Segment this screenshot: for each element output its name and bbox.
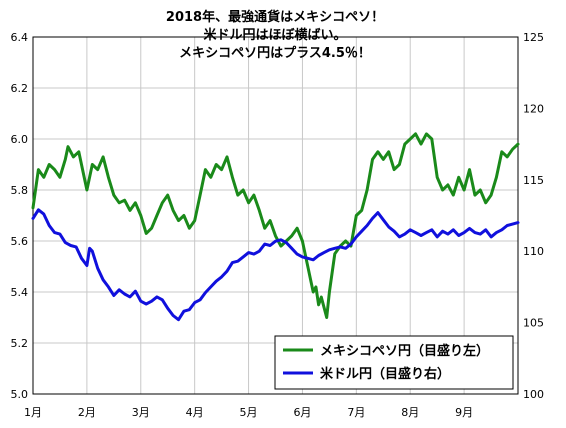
title-line: メキシコペソ円はプラス4.5％！ <box>179 46 371 61</box>
title-line: 米ドル円はほぼ横ばい。 <box>203 27 346 43</box>
series-line-0 <box>31 132 520 319</box>
x-tick-label: 6月 <box>293 406 311 419</box>
left-tick-label: 5.0 <box>11 388 29 401</box>
title-line: 2018年、最強通貨はメキシコペソ！ <box>166 9 384 25</box>
x-tick-label: 8月 <box>401 406 419 419</box>
left-axis-ticks: 5.0 5.2 5.4 5.6 5.8 6.0 6.2 6.4 <box>11 31 29 401</box>
left-tick-label: 5.6 <box>11 235 29 248</box>
legend: メキシコペソ円（目盛り左） 米ドル円（目盛り右） <box>274 335 514 390</box>
plot-frame <box>32 36 519 395</box>
legend-box <box>274 335 514 390</box>
chart-title: 2018年、最強通貨はメキシコペソ！ 米ドル円はほぼ横ばい。メキシコペソ円はプラス… <box>166 9 384 61</box>
left-tick-label: 5.8 <box>11 184 29 197</box>
left-tick-label: 5.4 <box>11 286 29 299</box>
left-tick-label: 6.2 <box>11 82 29 95</box>
right-tick-label: 105 <box>523 317 544 330</box>
right-axis-ticks: 100 105 110 115 120 125 <box>523 31 544 401</box>
series-line-1 <box>31 208 520 322</box>
right-tick-label: 120 <box>523 102 544 115</box>
x-tick-label: 3月 <box>132 406 150 419</box>
left-tick-label: 6.4 <box>11 31 29 44</box>
series-lines <box>31 132 520 322</box>
legend-label-peso: メキシコペソ円（目盛り左） <box>320 343 489 359</box>
right-tick-label: 110 <box>523 245 544 258</box>
left-tick-label: 6.0 <box>11 133 29 146</box>
x-axis-ticks: 1月 2月 3月 4月 5月 6月 7月 8月 9月 <box>24 406 473 419</box>
x-tick-label: 4月 <box>186 406 204 419</box>
x-tick-label: 5月 <box>240 406 258 419</box>
x-tick-label: 7月 <box>347 406 365 419</box>
x-tick-label: 9月 <box>455 406 473 419</box>
right-tick-label: 115 <box>523 174 544 187</box>
right-tick-label: 125 <box>523 31 544 44</box>
right-tick-label: 100 <box>523 388 544 401</box>
x-tick-label: 1月 <box>24 406 42 419</box>
left-tick-label: 5.2 <box>11 337 29 350</box>
x-tick-label: 2月 <box>78 406 96 419</box>
legend-label-usd: 米ドル円（目盛り右） <box>320 366 450 382</box>
